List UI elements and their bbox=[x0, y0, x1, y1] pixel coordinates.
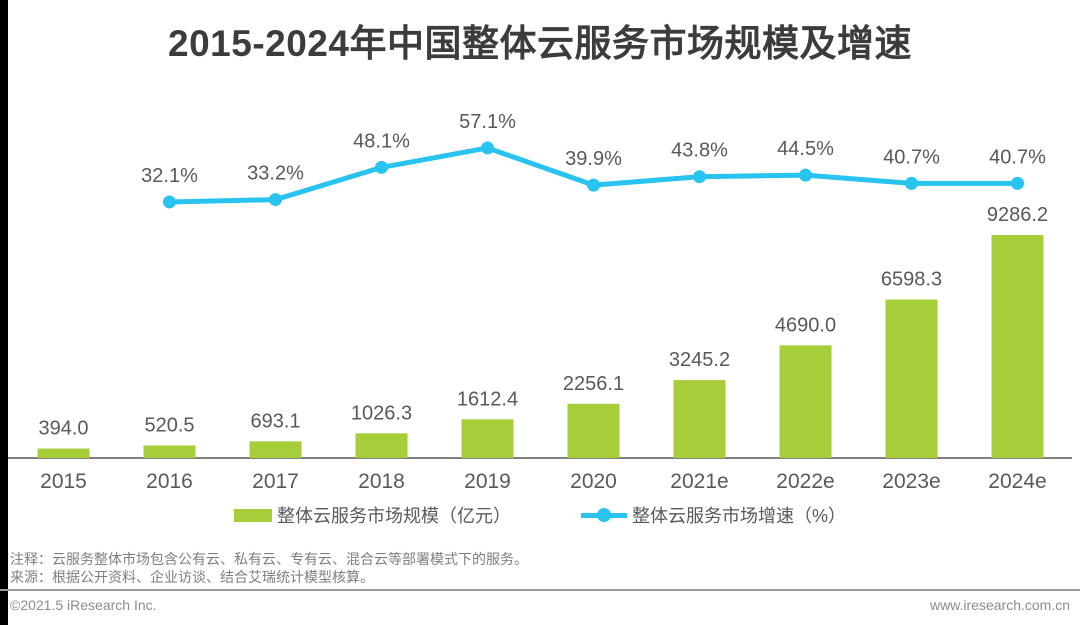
line-point-2019 bbox=[481, 141, 494, 155]
x-axis-label: 2017 bbox=[252, 470, 299, 493]
line-value-label: 44.5% bbox=[777, 138, 834, 160]
bar-value-label: 4690.0 bbox=[775, 314, 836, 336]
bar-value-label: 3245.2 bbox=[669, 349, 730, 371]
line-point-2016 bbox=[163, 195, 176, 209]
bar-2021e bbox=[673, 380, 726, 458]
x-axis-label: 2016 bbox=[146, 470, 193, 493]
chart-legend: 整体云服务市场规模（亿元） 整体云服务市场增速（%） bbox=[0, 502, 1080, 528]
bar-value-label: 9286.2 bbox=[987, 204, 1048, 226]
x-axis-label: 2022e bbox=[776, 470, 834, 493]
line-point-2022e bbox=[799, 168, 812, 182]
line-point-2017 bbox=[269, 193, 282, 207]
bar-value-label: 693.1 bbox=[250, 410, 300, 432]
bar-value-label: 2256.1 bbox=[563, 373, 624, 395]
legend-bar-label: 整体云服务市场规模（亿元） bbox=[276, 506, 511, 526]
line-value-label: 40.7% bbox=[883, 146, 940, 168]
note-definition: 注释：云服务整体市场包含公有云、私有云、专有云、混合云等部署模式下的服务。 bbox=[10, 551, 528, 567]
footer-bar: ©2021.5 iResearch Inc. www.iresearch.com… bbox=[10, 597, 1070, 613]
x-axis-label: 2018 bbox=[358, 470, 405, 493]
bar-2023e bbox=[885, 299, 938, 458]
legend-line-label: 整体云服务市场增速（%） bbox=[631, 506, 846, 526]
line-point-2018 bbox=[375, 160, 388, 174]
line-value-label: 57.1% bbox=[459, 111, 516, 133]
bar-value-label: 1026.3 bbox=[351, 402, 412, 424]
bar-2024e bbox=[991, 235, 1044, 458]
line-value-label: 43.8% bbox=[671, 140, 728, 162]
bar-2022e bbox=[779, 345, 832, 458]
x-axis-label: 2015 bbox=[40, 470, 87, 493]
x-axis-label: 2024e bbox=[988, 470, 1046, 493]
bar-2018 bbox=[355, 433, 408, 458]
legend-item-growth-rate: 整体云服务市场增速（%） bbox=[580, 502, 846, 528]
line-series-dot-icon bbox=[596, 508, 611, 522]
website-link[interactable]: www.iresearch.com.cn bbox=[929, 597, 1070, 613]
bar-value-label: 394.0 bbox=[38, 418, 88, 440]
x-axis-label: 2023e bbox=[882, 470, 940, 493]
bar-value-label: 520.5 bbox=[144, 415, 194, 437]
copyright-text: ©2021.5 iResearch Inc. bbox=[10, 597, 157, 613]
line-point-2021e bbox=[693, 170, 706, 184]
line-point-2024e bbox=[1011, 176, 1024, 190]
note-source: 来源：根据公开资料、企业访谈、结合艾瑞统计模型核算。 bbox=[10, 569, 374, 585]
line-value-label: 40.7% bbox=[989, 146, 1046, 168]
bar-value-label: 1612.4 bbox=[457, 388, 518, 410]
legend-item-market-size: 整体云服务市场规模（亿元） bbox=[233, 502, 511, 528]
line-point-2020 bbox=[587, 178, 600, 192]
combo-chart: 394.0 2015 520.5 2016 693.1 2017 1026.3 2018 161… bbox=[8, 111, 1072, 493]
bar-value-label: 6598.3 bbox=[881, 269, 942, 291]
bar-2016 bbox=[143, 445, 196, 458]
line-value-label: 48.1% bbox=[353, 130, 410, 152]
x-axis-label: 2021e bbox=[670, 470, 728, 493]
left-border-strip bbox=[0, 0, 8, 625]
line-series-swatch-icon bbox=[580, 508, 627, 522]
x-axis-label: 2020 bbox=[570, 470, 617, 493]
bar-series-swatch-icon bbox=[233, 508, 272, 522]
line-value-label: 33.2% bbox=[247, 163, 304, 185]
bar-2020 bbox=[567, 403, 620, 458]
footer-divider bbox=[0, 589, 1080, 591]
footnotes: 注释：云服务整体市场包含公有云、私有云、专有云、混合云等部署模式下的服务。 来源… bbox=[10, 550, 528, 586]
line-value-label: 39.9% bbox=[565, 148, 622, 170]
bar-2015 bbox=[37, 448, 90, 458]
page-title: 2015-2024年中国整体云服务市场规模及增速 bbox=[168, 23, 912, 64]
bar-2019 bbox=[461, 419, 514, 458]
line-point-2023e bbox=[905, 176, 918, 190]
bar-2017 bbox=[249, 441, 302, 458]
line-value-label: 32.1% bbox=[141, 165, 198, 187]
x-axis-label: 2019 bbox=[464, 470, 511, 493]
